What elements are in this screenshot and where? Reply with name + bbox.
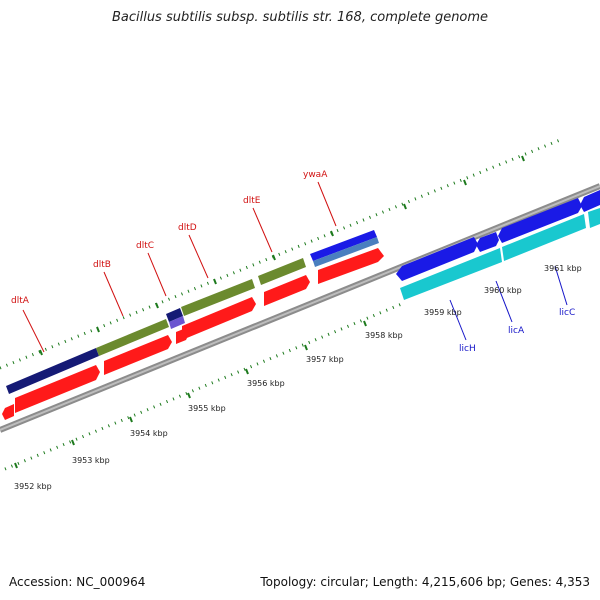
reverse-label-leaders: [449, 265, 568, 341]
outer-tick-line: [0, 138, 561, 370]
gene-label-dltC[interactable]: dltC: [136, 241, 154, 251]
ruler-label: 3954 kbp: [130, 429, 168, 438]
gene-label-licH[interactable]: licH: [459, 344, 476, 354]
forward-strand-features: [6, 230, 379, 394]
feature-purple-dltC: [169, 316, 185, 329]
feature-blue-lic-4: [580, 190, 600, 212]
feature-blue-ywaA: [310, 230, 377, 261]
ruler-label: 3961 kbp: [544, 264, 582, 273]
feature-blue-lic-1: [396, 237, 478, 281]
accession-label: Accession: NC_000964: [9, 575, 146, 589]
backbone-highlight: [0, 185, 600, 431]
gene-label-dltD[interactable]: dltD: [178, 223, 197, 233]
feature-olive-dltB: [96, 319, 169, 356]
feature-cyan-lic-2: [502, 214, 586, 261]
feature-olive-dltD: [181, 279, 255, 316]
feature-red-4: [182, 297, 256, 340]
inner-major-ticks: [14, 320, 367, 469]
outer-major-ticks: [39, 155, 525, 356]
gene-label-licA[interactable]: licA: [508, 326, 525, 336]
feature-red-1: [15, 365, 100, 413]
feature-cyan-lic-3: [588, 208, 600, 228]
feature-olive-dltE: [258, 258, 306, 285]
ruler-labels: 3952 kbp 3953 kbp 3954 kbp 3955 kbp 3956…: [14, 264, 582, 491]
gene-label-dltA[interactable]: dltA: [11, 296, 30, 306]
forward-gene-labels[interactable]: dltA dltB dltC dltD dltE ywaA: [11, 170, 328, 306]
ruler-label: 3952 kbp: [14, 482, 52, 491]
feature-navy-dltC: [166, 308, 183, 322]
feature-red-2: [104, 335, 172, 375]
map-title: Bacillus subtilis subsp. subtilis str. 1…: [111, 10, 489, 25]
feature-red-5: [264, 275, 310, 306]
gene-label-licC[interactable]: licC: [559, 308, 575, 318]
reverse-gene-labels[interactable]: licH licA licC: [459, 308, 575, 354]
feature-blue-lic-2: [476, 232, 499, 252]
lic-features: [396, 190, 600, 300]
genome-stats: Topology: circular; Length: 4,215,606 bp…: [260, 575, 590, 589]
feature-steel-ywaA: [313, 237, 379, 267]
gene-label-ywaA[interactable]: ywaA: [303, 170, 328, 180]
feature-blue-lic-3: [498, 198, 582, 243]
feature-red-small: [2, 404, 14, 420]
ruler-label: 3955 kbp: [188, 404, 226, 413]
feature-cyan-lic-1: [400, 248, 502, 300]
ruler-label: 3958 kbp: [365, 331, 403, 340]
ruler-label: 3960 kbp: [484, 286, 522, 295]
reverse-strand-features: [2, 248, 384, 420]
feature-red-6: [318, 248, 384, 284]
gene-label-dltE[interactable]: dltE: [243, 196, 261, 206]
ruler-label: 3956 kbp: [247, 379, 285, 388]
ruler-label: 3959 kbp: [424, 308, 462, 317]
gene-label-dltB[interactable]: dltB: [93, 260, 111, 270]
ruler-label: 3957 kbp: [306, 355, 344, 364]
ruler-label: 3953 kbp: [72, 456, 110, 465]
feature-navy-dltA: [6, 348, 99, 394]
forward-label-leaders: [22, 181, 337, 353]
